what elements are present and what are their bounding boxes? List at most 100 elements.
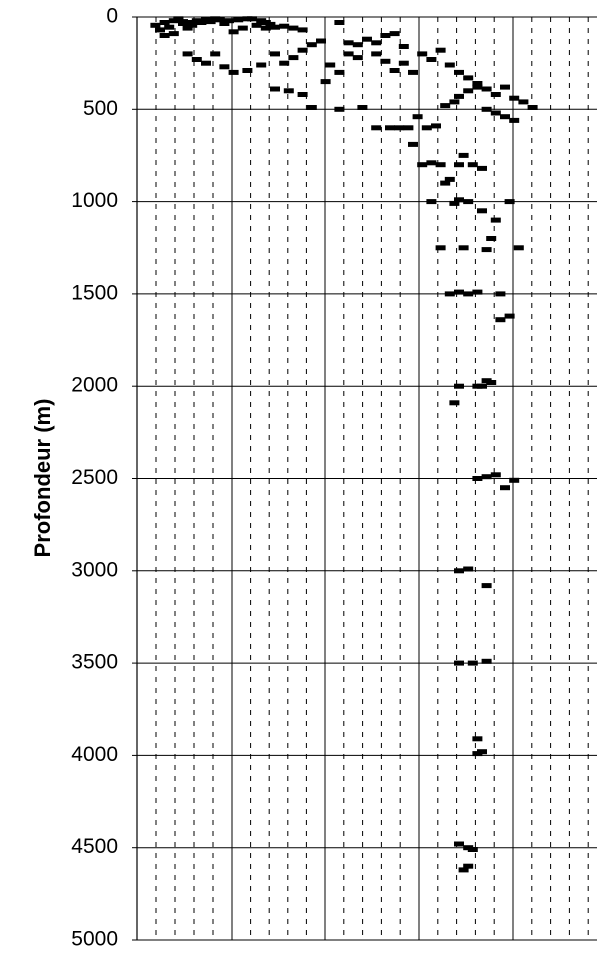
- y-tick-label: 2000: [71, 374, 118, 397]
- y-tick-label: 3500: [71, 651, 118, 674]
- data-point: [343, 40, 354, 46]
- data-point: [454, 162, 464, 168]
- data-point: [205, 19, 216, 25]
- data-point: [490, 217, 501, 223]
- data-point: [270, 86, 280, 92]
- data-point: [477, 165, 487, 171]
- y-tick-label: 4000: [71, 743, 118, 766]
- data-point: [371, 51, 382, 57]
- data-point: [334, 20, 345, 25]
- data-point: [164, 24, 175, 30]
- data-point: [394, 125, 405, 131]
- data-point: [435, 162, 446, 168]
- data-point: [412, 114, 423, 120]
- data-point: [352, 42, 363, 48]
- data-point: [421, 125, 432, 131]
- y-tick-label: 3000: [71, 558, 118, 581]
- data-point: [325, 62, 336, 68]
- data-point: [237, 25, 248, 31]
- data-point: [256, 62, 267, 68]
- data-point: [288, 55, 299, 61]
- data-point: [159, 20, 170, 25]
- data-point: [481, 86, 492, 92]
- data-point: [454, 841, 464, 847]
- data-point: [509, 117, 520, 123]
- data-point: [477, 749, 487, 755]
- data-point: [477, 208, 487, 214]
- data-point: [417, 162, 428, 168]
- data-point: [481, 583, 492, 589]
- data-point: [159, 33, 170, 38]
- data-point: [247, 16, 257, 22]
- data-point: [444, 291, 455, 297]
- data-point: [435, 245, 446, 251]
- data-point: [380, 33, 391, 38]
- data-point: [463, 291, 474, 297]
- data-point: [504, 313, 515, 319]
- data-point: [426, 57, 437, 62]
- data-point: [408, 141, 418, 147]
- data-point: [155, 27, 165, 33]
- data-point: [403, 125, 414, 131]
- data-point: [467, 660, 478, 666]
- data-point: [463, 88, 474, 94]
- data-point: [495, 291, 506, 297]
- data-point: [449, 400, 460, 406]
- data-point: [454, 660, 464, 666]
- data-point: [265, 21, 276, 27]
- data-point: [260, 25, 271, 31]
- data-point: [481, 474, 492, 480]
- data-point: [320, 79, 331, 85]
- data-point: [467, 847, 478, 852]
- data-point: [398, 60, 409, 66]
- data-point: [440, 103, 451, 109]
- data-point: [444, 176, 455, 182]
- data-point: [426, 160, 437, 166]
- data-point: [472, 289, 483, 295]
- data-point: [486, 380, 497, 385]
- y-axis-title: Profondeur (m): [30, 399, 55, 558]
- data-point: [210, 51, 221, 57]
- data-point: [228, 29, 239, 35]
- data-point: [417, 51, 428, 57]
- data-point: [219, 21, 230, 26]
- data-point: [297, 27, 308, 33]
- data-point: [306, 42, 317, 48]
- data-point: [500, 485, 510, 491]
- data-point: [334, 69, 345, 75]
- data-point: [371, 125, 382, 131]
- data-point: [380, 58, 391, 64]
- data-point: [454, 197, 464, 203]
- data-point: [458, 152, 469, 158]
- data-point: [389, 68, 400, 73]
- y-tick-label: 0: [106, 5, 118, 28]
- data-point: [316, 38, 326, 44]
- data-point: [371, 40, 382, 46]
- data-point: [440, 180, 451, 186]
- data-point: [228, 69, 239, 75]
- data-point: [389, 31, 400, 37]
- data-point: [334, 106, 345, 112]
- data-point: [481, 106, 492, 112]
- y-tick-label: 2500: [71, 466, 118, 489]
- data-point: [279, 60, 290, 66]
- major-gridlines: [137, 16, 597, 941]
- data-point: [191, 57, 202, 62]
- data-point: [500, 114, 510, 120]
- data-point: [490, 472, 501, 478]
- data-point: [233, 17, 244, 23]
- data-point: [458, 245, 469, 251]
- data-point: [270, 51, 280, 57]
- data-point: [150, 22, 161, 28]
- data-point: [251, 22, 262, 28]
- data-point: [495, 317, 506, 323]
- data-point: [504, 199, 515, 205]
- data-point: [306, 105, 317, 110]
- data-point: [472, 84, 483, 90]
- data-point: [463, 75, 474, 81]
- y-tick-label: 1000: [71, 189, 118, 212]
- data-point: [449, 200, 460, 206]
- data-point: [385, 125, 395, 131]
- data-point: [481, 247, 492, 253]
